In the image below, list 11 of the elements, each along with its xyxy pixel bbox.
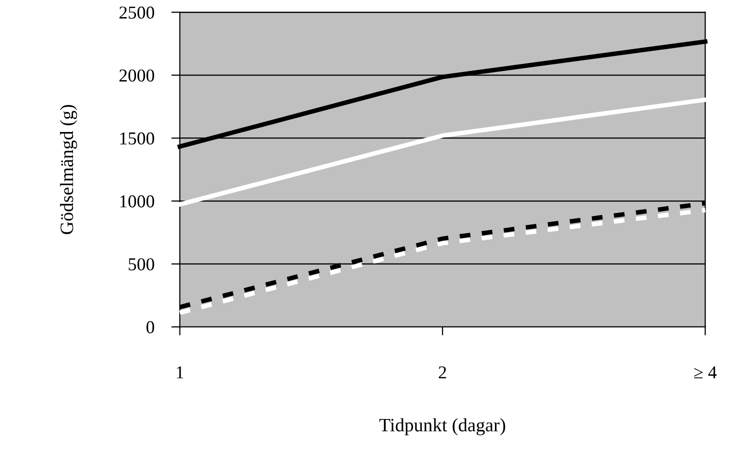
y-tick-label: 1000 — [120, 195, 154, 208]
y-tick-label: 500 — [128, 258, 154, 270]
y-axis-title: Gödselmängd (g) — [60, 105, 78, 234]
x-axis-title: Tidpunkt (dagar) — [379, 418, 506, 436]
y-tick-label: 1500 — [120, 132, 154, 145]
y-tick-label: 2500 — [120, 6, 154, 19]
x-tick-label: 2 — [438, 366, 446, 378]
x-tick-label: 1 — [176, 366, 184, 378]
y-tick-label: 0 — [146, 321, 154, 334]
y-tick-label: 2000 — [120, 69, 154, 82]
x-tick-label: ≥ 4 — [694, 366, 717, 378]
